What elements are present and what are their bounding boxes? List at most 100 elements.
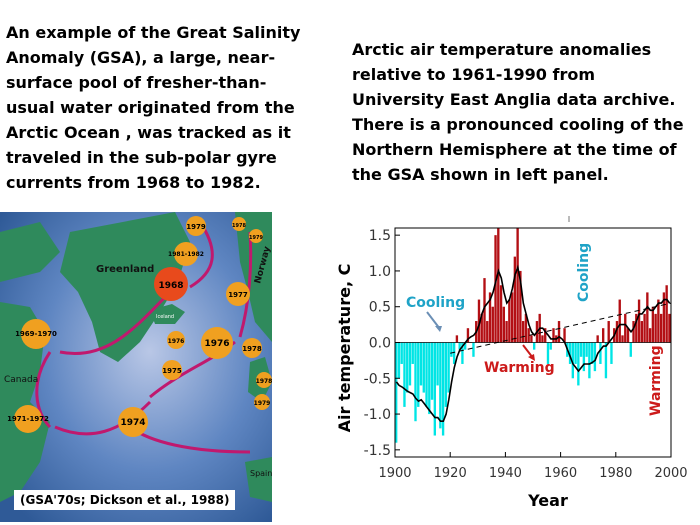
marker-1971-label: 1971-1972 [7,415,49,423]
canada-land [0,302,50,502]
bar-1911 [425,342,428,407]
bar-1937 [497,228,500,343]
bar-1997 [662,292,666,343]
bar-1989 [640,321,643,343]
x-tick-label-1900: 1900 [378,466,411,481]
bar-1939 [502,306,505,343]
arrow-norwegian [238,231,253,338]
bar-1913 [430,342,434,400]
bar-1917 [441,342,445,436]
bar-1972 [593,342,597,372]
marker-1975-label: 1975 [162,367,182,375]
bar-1934 [488,292,492,343]
y-tick-label--1.0: -1.0 [364,407,391,423]
bar-1926 [466,328,470,343]
bar-1949 [530,335,533,343]
plot-frame [394,227,672,458]
cooling-annotation-left: Cooling [406,295,465,311]
bar-1968 [582,342,586,372]
bar-1935 [491,306,494,343]
iceland-label: Iceland [156,314,174,320]
bar-1957 [552,328,555,343]
arrow-labrador [35,351,52,429]
bar-1983 [624,313,627,343]
marker-1968 [154,267,188,301]
marker-1977 [226,282,250,306]
bar-1963 [568,342,572,364]
bar-1977 [607,321,610,343]
bar-1994 [654,313,657,343]
bar-1915 [436,342,439,386]
bar-1982 [621,335,624,343]
bar-1910 [422,342,425,393]
marker-1976-small [167,331,185,349]
x-tick-label-1980: 1980 [599,466,632,481]
marker-1975 [162,360,182,380]
y-tick-label-0.5: 0.5 [369,300,391,316]
bar-1904 [406,342,409,393]
bar-1912 [428,342,431,415]
bar-1990 [643,313,646,343]
bar-1908 [417,342,420,407]
marker-1979-b-label: 1979 [254,400,271,407]
marker-1978 [242,338,262,358]
bar-1975 [602,328,605,343]
bar-1966 [577,342,580,386]
y-tick-label--0.5: -0.5 [364,371,391,387]
bar-1901 [397,342,401,379]
cooling-arrowhead [435,326,442,332]
bar-1916 [439,342,442,429]
marker-1981-label: 1981-1982 [168,251,204,258]
right-description: Arctic air temperature anomalies relativ… [352,40,684,184]
bar-1940 [505,321,508,343]
bar-1970 [588,342,591,379]
bar-1959 [557,321,561,343]
bar-1981 [618,299,621,343]
marker-1979 [186,216,206,236]
spain-land [245,457,272,502]
bar-1984 [626,328,630,343]
x-axis-label: Year [527,491,568,510]
bar-1906 [411,342,414,364]
left-description: An example of the Great Salinity Anomaly… [6,23,301,192]
bar-1923 [458,342,461,350]
y-tick-label--1.5: -1.5 [364,443,391,459]
bar-1974 [599,342,602,364]
marker-1976-label: 1976 [204,339,229,349]
canada-label: Canada [4,375,38,385]
bar-1903 [403,342,406,407]
bar-1985 [629,342,632,357]
marker-1978-north [232,217,246,231]
marker-1976-small-label: 1976 [168,338,185,345]
bar-1914 [433,342,436,436]
bar-1932 [483,278,486,343]
arrow-irminger [59,285,177,355]
marker-1969-1970 [21,319,51,349]
bar-1921 [452,342,456,364]
bar-1925 [464,342,467,350]
x-tick-label-1940: 1940 [489,466,522,481]
marker-1976 [201,327,233,359]
marker-1974 [118,407,148,437]
bar-1947 [524,313,528,343]
bar-1946 [521,321,525,343]
bar-1909 [419,342,423,386]
bar-1971 [590,342,594,364]
marker-1978-b-label: 1978 [256,378,272,385]
marker-1979-north [249,229,263,243]
bar-1967 [579,342,583,357]
marker-1971-1972 [14,405,42,433]
bar-1953 [541,335,544,343]
x-tick-label-2000: 2000 [654,466,687,481]
bar-1993 [651,306,655,343]
bar-1942 [510,292,514,343]
spain-label: Spain [250,469,272,478]
bar-1992 [648,328,652,343]
bar-1987 [635,313,638,343]
bar-1961 [563,328,566,343]
bar-1996 [659,313,663,343]
y-axis-label: Air temperature, C [335,264,354,433]
map-caption: (GSA'70s; Dickson et al., 1988) [14,490,236,510]
bar-1905 [408,342,412,386]
cooling-annotation-right: Cooling [576,243,592,302]
